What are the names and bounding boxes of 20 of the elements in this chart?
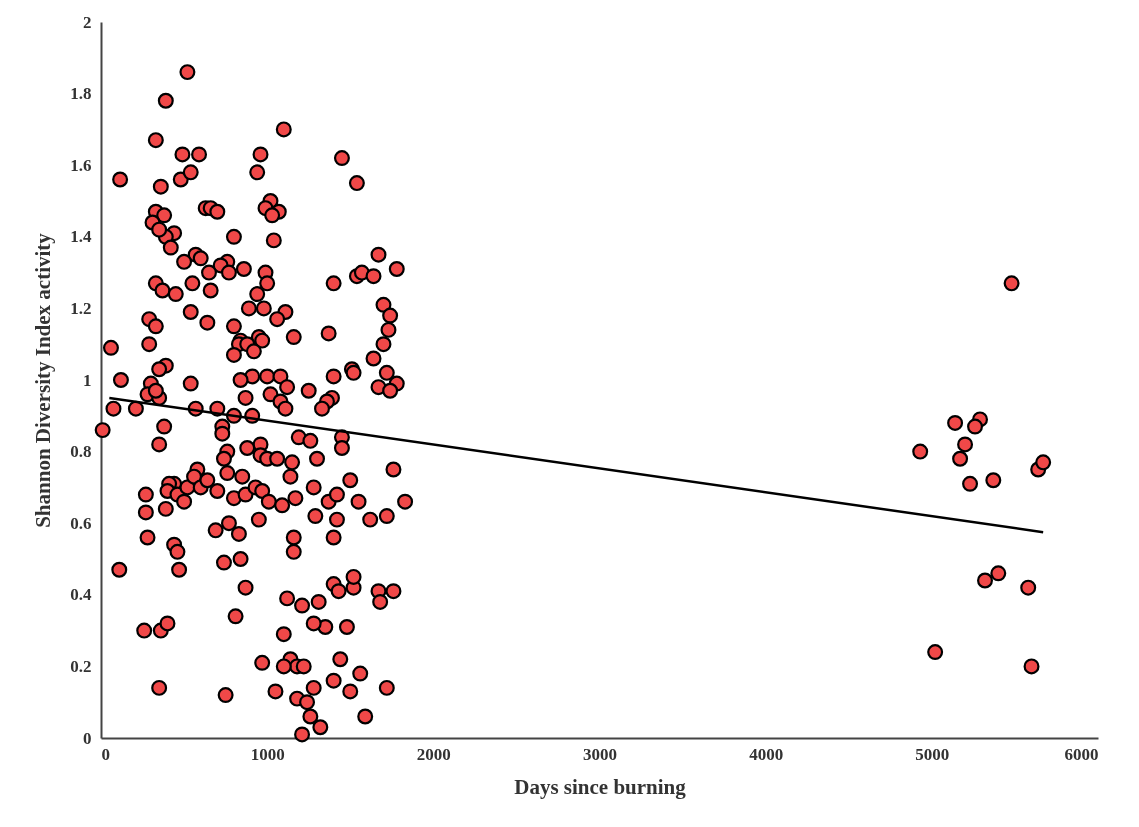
x-tick-label: 6000 bbox=[1064, 744, 1099, 764]
x-tick-label: 1000 bbox=[250, 744, 285, 764]
x-tick-label: 0 bbox=[101, 744, 110, 764]
x-tick-label: 5000 bbox=[915, 744, 950, 764]
y-tick-label: 0.8 bbox=[70, 442, 92, 462]
x-axis-title: Days since burning bbox=[514, 774, 687, 799]
y-tick-label: 2 bbox=[83, 12, 92, 32]
y-tick-label: 1.2 bbox=[70, 298, 92, 318]
y-axis-title: Shannon Diversity Index activity bbox=[31, 232, 56, 528]
y-tick-label: 0.2 bbox=[70, 656, 92, 676]
y-tick-label: 1 bbox=[83, 370, 92, 390]
y-tick-label: 0.4 bbox=[70, 585, 92, 605]
y-tick-label: 0 bbox=[83, 728, 92, 748]
y-tick-label: 1.6 bbox=[70, 155, 92, 175]
x-tick-label: 3000 bbox=[583, 744, 617, 764]
x-tick-label: 4000 bbox=[749, 744, 784, 764]
y-tick-label: 0.6 bbox=[70, 513, 92, 533]
x-tick-label: 2000 bbox=[416, 744, 451, 764]
y-tick-label: 1.4 bbox=[70, 227, 92, 247]
y-tick-label: 1.8 bbox=[70, 84, 92, 104]
